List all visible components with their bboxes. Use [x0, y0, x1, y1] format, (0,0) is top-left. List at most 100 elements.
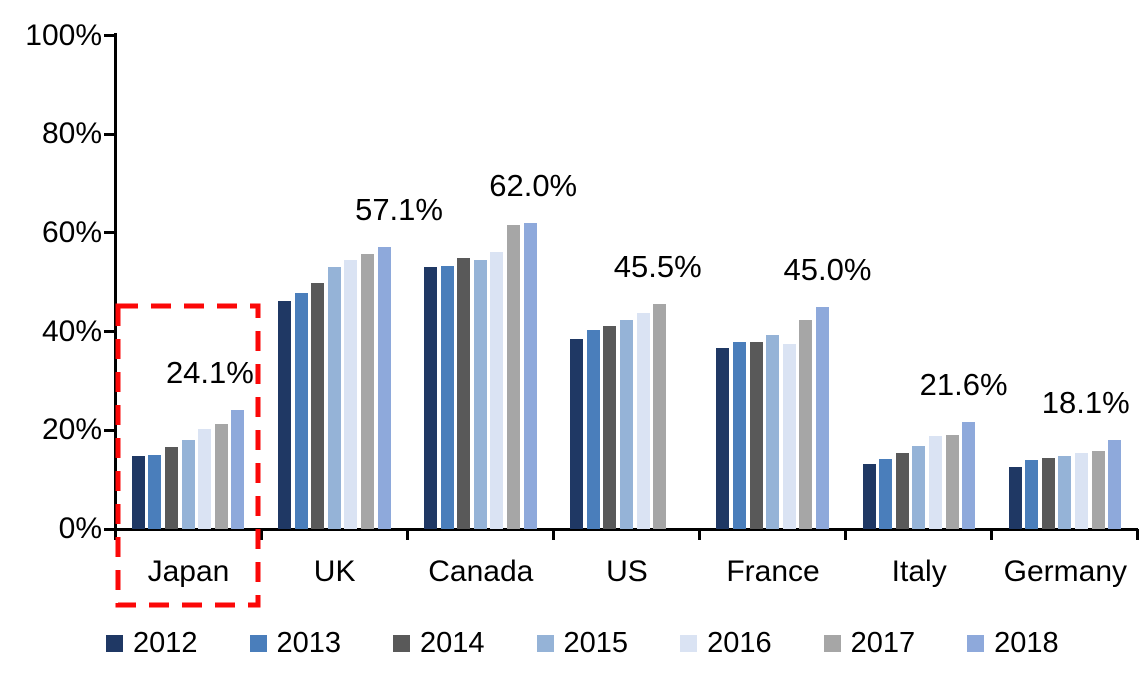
bar-2014-italy — [895, 453, 909, 529]
legend-item-2018: 2018 — [967, 629, 1059, 658]
bar-2017-italy — [945, 434, 959, 529]
data-label-france: 45.0% — [783, 251, 872, 287]
y-tick — [104, 330, 115, 334]
bar-2018-germany — [1108, 439, 1122, 529]
bar-2013-japan — [148, 454, 162, 529]
bar-2018-japan — [231, 410, 245, 529]
bar-2012-us — [570, 339, 584, 529]
bar-2015-france — [766, 334, 780, 529]
x-tick — [259, 529, 263, 540]
bar-2013-france — [732, 341, 746, 529]
y-tick-label: 20% — [41, 413, 102, 447]
legend-item-2016: 2016 — [680, 629, 772, 658]
bar-2015-canada — [473, 259, 487, 529]
category-label-canada: Canada — [428, 555, 534, 588]
y-tick — [104, 34, 115, 37]
bar-2014-uk — [311, 283, 325, 529]
bar-2016-uk — [344, 259, 358, 529]
bar-2015-italy — [912, 446, 926, 529]
bar-2012-france — [716, 348, 730, 529]
legend-swatch-2017 — [823, 635, 841, 652]
x-tick — [551, 529, 555, 540]
bar-2013-uk — [294, 293, 308, 529]
y-tick — [104, 132, 115, 136]
bar-2016-japan — [198, 429, 212, 529]
legend-item-2014: 2014 — [393, 629, 485, 658]
category-label-germany: Germany — [1003, 555, 1128, 588]
bar-2014-canada — [457, 258, 471, 529]
category-label-france: France — [726, 555, 820, 588]
bar-2016-france — [782, 344, 796, 529]
legend-swatch-2013 — [249, 635, 267, 652]
legend-swatch-2012 — [106, 635, 123, 652]
x-tick — [1136, 529, 1140, 540]
bar-2012-italy — [862, 463, 876, 529]
data-label-uk: 57.1% — [355, 192, 443, 228]
bar-2016-us — [636, 312, 650, 529]
bar-2016-germany — [1075, 453, 1089, 529]
x-tick — [844, 529, 848, 540]
category-label-us: US — [606, 555, 648, 588]
bar-2018-canada — [523, 223, 537, 529]
legend-swatch-2014 — [393, 635, 411, 652]
bar-2014-germany — [1041, 458, 1055, 529]
legend-label-2013: 2013 — [276, 627, 342, 659]
legend-swatch-2016 — [680, 635, 698, 652]
bar-2015-uk — [327, 266, 341, 529]
bar-2017-france — [799, 319, 813, 529]
y-tick-label: 60% — [41, 215, 102, 249]
x-tick — [113, 529, 117, 540]
bar-2012-canada — [424, 267, 438, 529]
bar-2014-us — [603, 325, 617, 529]
x-tick — [990, 529, 994, 540]
legend-swatch-2018 — [967, 635, 985, 652]
bar-2013-us — [586, 330, 600, 529]
legend-item-2013: 2013 — [249, 627, 342, 659]
legend-label-2015: 2015 — [563, 627, 629, 659]
bar-2012-uk — [277, 300, 291, 529]
data-label-italy: 21.6% — [919, 367, 1008, 403]
bar-2013-italy — [879, 459, 893, 529]
bar-2014-france — [749, 342, 763, 529]
category-label-japan: Japan — [147, 555, 230, 588]
x-tick — [698, 529, 702, 540]
legend-swatch-2015 — [536, 635, 554, 652]
bar-2012-germany — [1008, 467, 1022, 529]
bar-2017-us — [653, 304, 667, 529]
legend-label-2017: 2017 — [850, 627, 916, 659]
y-tick-label: 40% — [41, 314, 102, 348]
y-tick — [104, 428, 115, 432]
category-label-uk: UK — [313, 555, 356, 588]
bar-2017-japan — [214, 424, 228, 529]
bar-2013-germany — [1025, 459, 1039, 529]
legend-label-2016: 2016 — [707, 627, 772, 659]
bar-2018-italy — [962, 422, 976, 529]
bar-2013-canada — [440, 265, 454, 529]
x-tick — [405, 529, 409, 540]
bar-2018-uk — [377, 247, 391, 529]
legend-item-2015: 2015 — [536, 627, 629, 659]
y-tick-label: 0% — [58, 512, 102, 545]
legend-label-2014: 2014 — [420, 627, 485, 659]
bar-2017-germany — [1091, 450, 1105, 529]
bar-2015-us — [620, 320, 634, 529]
y-tick-label: 80% — [41, 117, 102, 151]
data-label-canada: 62.0% — [489, 168, 578, 204]
bar-2016-italy — [928, 436, 942, 529]
bar-2015-japan — [181, 439, 195, 529]
bar-2018-france — [815, 306, 829, 529]
legend-label-2018: 2018 — [994, 627, 1059, 659]
y-axis-line — [114, 33, 117, 531]
legend-item-2012: 2012 — [106, 629, 198, 658]
x-axis-line — [114, 528, 1138, 531]
data-label-us: 45.5% — [613, 249, 702, 285]
data-label-germany: 18.1% — [1041, 384, 1130, 420]
y-tick — [104, 231, 115, 235]
y-tick — [104, 527, 115, 531]
bar-2014-japan — [165, 447, 178, 529]
bar-2017-canada — [507, 225, 521, 529]
bar-2016-canada — [490, 252, 504, 529]
category-label-italy: Italy — [891, 555, 947, 588]
bar-2017-uk — [360, 254, 374, 529]
